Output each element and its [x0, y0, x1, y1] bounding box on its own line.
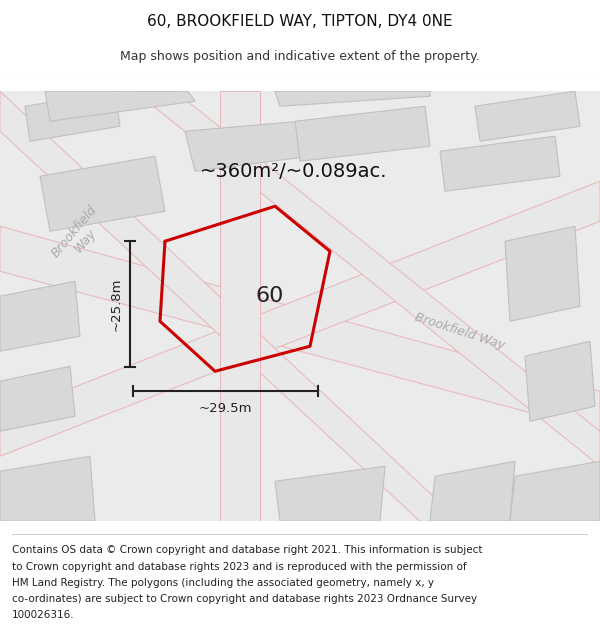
Polygon shape — [0, 181, 600, 456]
Text: Contains OS data © Crown copyright and database right 2021. This information is : Contains OS data © Crown copyright and d… — [12, 545, 482, 555]
Polygon shape — [440, 136, 560, 191]
Text: ~29.5m: ~29.5m — [199, 402, 252, 415]
Polygon shape — [25, 91, 120, 141]
Polygon shape — [275, 466, 385, 521]
Polygon shape — [275, 91, 430, 106]
Polygon shape — [0, 91, 460, 521]
Polygon shape — [220, 91, 260, 521]
Text: ~25.8m: ~25.8m — [110, 278, 122, 331]
Text: Brookfield Way: Brookfield Way — [413, 311, 507, 352]
Text: 100026316.: 100026316. — [12, 611, 74, 621]
Polygon shape — [0, 281, 80, 351]
Polygon shape — [475, 91, 580, 141]
Polygon shape — [45, 91, 195, 121]
Polygon shape — [135, 91, 600, 466]
Text: Brookfield
Way: Brookfield Way — [49, 203, 111, 269]
Text: to Crown copyright and database rights 2023 and is reproduced with the permissio: to Crown copyright and database rights 2… — [12, 561, 467, 571]
Polygon shape — [0, 456, 95, 521]
Text: 60, BROOKFIELD WAY, TIPTON, DY4 0NE: 60, BROOKFIELD WAY, TIPTON, DY4 0NE — [147, 14, 453, 29]
Text: ~360m²/~0.089ac.: ~360m²/~0.089ac. — [200, 162, 388, 181]
Polygon shape — [0, 366, 75, 431]
Text: co-ordinates) are subject to Crown copyright and database rights 2023 Ordnance S: co-ordinates) are subject to Crown copyr… — [12, 594, 477, 604]
Polygon shape — [510, 461, 600, 521]
Polygon shape — [0, 226, 600, 431]
Polygon shape — [0, 91, 600, 521]
Polygon shape — [185, 121, 310, 171]
Text: Map shows position and indicative extent of the property.: Map shows position and indicative extent… — [120, 50, 480, 62]
Polygon shape — [295, 106, 430, 161]
Text: 60: 60 — [256, 286, 284, 306]
Polygon shape — [525, 341, 595, 421]
Text: HM Land Registry. The polygons (including the associated geometry, namely x, y: HM Land Registry. The polygons (includin… — [12, 578, 434, 588]
Polygon shape — [505, 226, 580, 321]
Polygon shape — [430, 461, 515, 521]
Polygon shape — [40, 156, 165, 231]
